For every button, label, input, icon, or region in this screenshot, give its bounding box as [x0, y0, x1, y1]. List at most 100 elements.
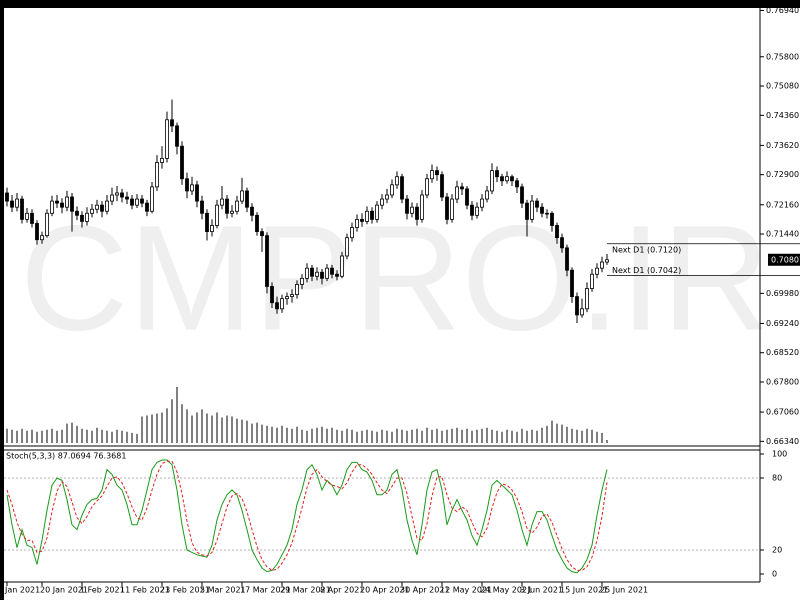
candle-body [215, 204, 219, 226]
candle-body [465, 188, 469, 206]
candle-body [165, 119, 169, 159]
candle-body [100, 204, 104, 212]
candle-body [550, 212, 554, 226]
x-tick-label: 29 Mar 2021 [280, 586, 331, 595]
candle-body [490, 170, 494, 192]
candle-body [405, 198, 409, 214]
candle-body [450, 198, 454, 220]
stoch-line [6, 459, 608, 574]
stoch-title: Stoch(5,3,3) 87.0694 76.3681 [6, 452, 126, 461]
y-tick-label: 20 [772, 546, 782, 555]
candle-body [250, 206, 254, 216]
candle-body [310, 267, 314, 277]
y-tick-label: 0.71440 [766, 230, 799, 239]
candle-body [570, 269, 574, 298]
watermark: CMPRO.IR [20, 194, 770, 362]
candle-body [210, 225, 214, 232]
candle-body [415, 206, 419, 220]
candle-body [500, 176, 504, 182]
candle-body [515, 180, 519, 188]
stoch-line [6, 460, 608, 571]
candle-body [255, 214, 259, 232]
candle-body [470, 204, 474, 216]
y-tick-label: 80 [772, 474, 782, 483]
candle-body [400, 176, 404, 200]
candle-body [50, 200, 54, 214]
candle-body [295, 284, 299, 295]
candle-body [325, 267, 329, 279]
candle-body [265, 235, 269, 287]
candle-body [35, 223, 39, 241]
candle-body [65, 196, 69, 208]
y-tick-label: 0.67060 [766, 408, 799, 417]
candle-body [200, 200, 204, 214]
candle-body [565, 247, 569, 271]
candle-body [320, 271, 324, 279]
candle-body [280, 298, 284, 310]
candle-body [590, 273, 594, 289]
candle-body [395, 176, 399, 186]
candle-body [235, 200, 239, 212]
x-tick-label: 15 Jun 2021 [560, 586, 608, 595]
candle-body [495, 170, 499, 178]
y-tick-label: 0.68520 [766, 348, 799, 357]
x-tick-label: 1 Feb 2021 [80, 586, 125, 595]
candle-body [330, 267, 334, 275]
candle-body [335, 273, 339, 277]
candle-body [5, 192, 9, 202]
candle-body [115, 192, 119, 196]
candle-body [145, 202, 149, 212]
y-tick-label: 0.74360 [766, 111, 799, 120]
candle-body [175, 125, 179, 147]
level-label: Next D1 (0.7120) [612, 245, 681, 254]
candle-body [190, 184, 194, 192]
candle-body [90, 208, 94, 214]
candle-body [585, 288, 589, 310]
candle-body [140, 198, 144, 204]
candle-body [315, 271, 319, 277]
y-tick-label: 0.75800 [766, 52, 799, 61]
candle-body [170, 119, 174, 127]
x-tick-label: 20 Apr 2021 [360, 586, 409, 595]
y-tick-label: 0.73620 [766, 141, 799, 150]
x-tick-label: 12 May 2021 [440, 586, 492, 595]
candle-body [365, 210, 369, 222]
price-tag-label: 0.70807 [771, 255, 800, 264]
x-tick-label: 11 Feb 2021 [120, 586, 170, 595]
candle-body [40, 235, 44, 241]
candle-body [580, 308, 584, 316]
x-tick-label: 23 Feb 2021 [160, 586, 210, 595]
candle-body [555, 225, 559, 239]
candle-body [55, 200, 59, 204]
candle-body [340, 255, 344, 277]
candle-body [360, 218, 364, 222]
candle-body [600, 261, 604, 269]
candle-body [95, 204, 99, 210]
y-tick-label: 0.72900 [766, 170, 799, 179]
y-tick-label: 0.69240 [766, 319, 799, 328]
x-tick-label: 24 May 2021 [480, 586, 532, 595]
candle-body [180, 145, 184, 180]
x-tick-label: 5 Mar 2021 [200, 586, 246, 595]
candle-body [195, 184, 199, 202]
candle-body [185, 178, 189, 192]
candle-body [110, 194, 114, 202]
candle-body [560, 237, 564, 249]
candle-body [525, 202, 529, 220]
y-tick-label: 0.76940 [766, 6, 799, 15]
candle-body [605, 259, 609, 263]
candle-body [290, 294, 294, 298]
candle-body [445, 196, 449, 220]
candle-body [10, 200, 14, 208]
candle-body [245, 190, 249, 208]
candle-body [410, 206, 414, 214]
candle-body [230, 210, 234, 214]
candle-body [105, 200, 109, 212]
candle-body [25, 212, 29, 220]
candle-body [385, 194, 389, 200]
candle-body [160, 158, 164, 163]
candle-body [425, 178, 429, 196]
candle-body [505, 176, 509, 182]
